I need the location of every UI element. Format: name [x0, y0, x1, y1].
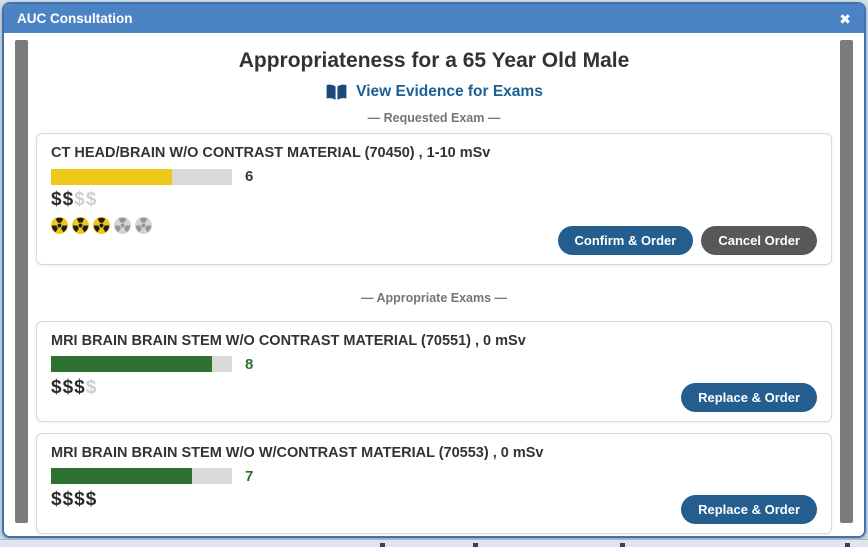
appropriateness-bar-fill [51, 168, 172, 185]
replace-order-button[interactable]: Replace & Order [681, 382, 817, 412]
left-scrollbar[interactable] [15, 40, 28, 523]
dialog-content: Appropriateness for a 65 Year Old Male V… [4, 33, 864, 536]
radiation-icon [51, 216, 68, 234]
requested-exam-card: CT HEAD/BRAIN W/O CONTRAST MATERIAL (704… [36, 133, 832, 265]
confirm-order-button[interactable]: Confirm & Order [557, 225, 694, 255]
dollar-icon: $ [62, 488, 75, 510]
dollar-icon: $ [74, 189, 86, 210]
dialog-titlebar: AUC Consultation ✖ [4, 4, 864, 33]
appropriateness-bar [51, 468, 232, 485]
appropriate-exams-section-label: — Appropriate Exams — [360, 290, 508, 305]
appropriateness-bar-fill [51, 356, 212, 373]
appropriateness-bar [51, 168, 232, 185]
order-actions: Replace & Order [681, 494, 817, 524]
cost-indicator: $$$$ [51, 488, 817, 511]
radiation-icon [135, 216, 152, 234]
appropriateness-score: 6 [245, 168, 254, 185]
view-evidence-label: View Evidence for Exams [356, 83, 543, 100]
cost-indicator: $$$$ [51, 189, 817, 211]
background-tick [380, 543, 385, 547]
dollar-icon: $ [85, 488, 98, 510]
dollar-icon: $ [51, 189, 63, 210]
appropriate-exam-card: MRI BRAIN BRAIN STEM W/O CONTRAST MATERI… [36, 320, 832, 422]
dollar-icon: $ [74, 488, 86, 510]
appropriateness-score: 7 [245, 467, 254, 485]
dialog-title: AUC Consultation [17, 11, 133, 26]
appropriateness-bar-row: 7 [51, 468, 817, 485]
appropriateness-score: 8 [245, 355, 254, 373]
open-book-icon [326, 84, 347, 100]
order-actions: Replace & Order [681, 382, 817, 412]
radiation-indicator [51, 216, 817, 234]
close-icon[interactable]: ✖ [839, 10, 851, 27]
background-tick [845, 543, 850, 547]
appropriateness-bar [51, 356, 232, 373]
appropriate-exam-card: MRI BRAIN BRAIN STEM W/O W/CONTRAST MATE… [36, 432, 832, 534]
background-page-edge [0, 539, 868, 547]
exam-name: MRI BRAIN BRAIN STEM W/O W/CONTRAST MATE… [51, 444, 544, 461]
dollar-icon: $ [51, 376, 63, 398]
background-tick [473, 543, 478, 547]
replace-order-button[interactable]: Replace & Order [681, 494, 817, 524]
exam-name: CT HEAD/BRAIN W/O CONTRAST MATERIAL (704… [51, 145, 491, 161]
dollar-icon: $ [62, 189, 75, 210]
view-evidence-link[interactable]: View Evidence for Exams [36, 83, 832, 101]
cost-indicator: $$$$ [51, 376, 817, 399]
appropriateness-bar-fill [51, 468, 192, 485]
exam-name: MRI BRAIN BRAIN STEM W/O CONTRAST MATERI… [51, 332, 526, 349]
cancel-order-button[interactable]: Cancel Order [701, 225, 817, 255]
dollar-icon: $ [85, 376, 98, 398]
dollar-icon: $ [51, 488, 63, 510]
background-tick [620, 543, 625, 547]
appropriateness-bar-row: 8 [51, 356, 817, 373]
right-scrollbar[interactable] [840, 40, 853, 523]
order-actions: Confirm & Order Cancel Order [557, 225, 817, 255]
page-title: Appropriateness for a 65 Year Old Male [238, 49, 630, 72]
auc-consultation-dialog: AUC Consultation ✖ Appropriateness for a… [2, 2, 866, 538]
requested-exam-section-label: — Requested Exam — [367, 111, 501, 125]
dollar-icon: $ [62, 376, 75, 398]
dollar-icon: $ [85, 189, 98, 210]
dollar-icon: $ [74, 376, 86, 398]
appropriateness-bar-row: 6 [51, 168, 817, 185]
radiation-icon [93, 216, 110, 234]
radiation-icon [72, 216, 89, 234]
radiation-icon [114, 216, 131, 234]
